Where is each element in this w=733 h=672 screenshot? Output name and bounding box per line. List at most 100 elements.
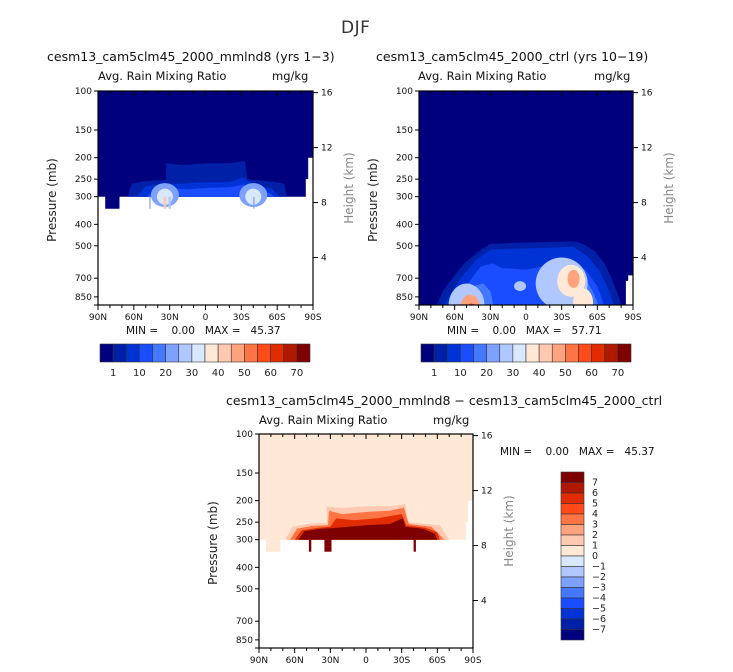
panel3-ytick-label: 200 xyxy=(236,497,253,507)
panel2-colorbar-swatch xyxy=(591,343,606,363)
panel1-ytick-label: 100 xyxy=(75,87,92,97)
panel1-colorbar-label: 70 xyxy=(291,368,304,379)
panel3-colorbar-label: −1 xyxy=(592,562,606,573)
panel3-colorbar-label: 2 xyxy=(592,530,598,541)
panel1-ytick-label: 700 xyxy=(75,274,92,284)
panel2-variable-label: Avg. Rain Mixing Ratio xyxy=(418,69,547,83)
panel2-colorbar-swatch xyxy=(525,343,540,363)
panel1-colorbar-swatch xyxy=(230,343,245,363)
panel3-colorbar-swatch xyxy=(560,503,585,515)
panel3-colorbar-swatch xyxy=(560,513,585,525)
panel1-colorbar-label: 40 xyxy=(212,368,225,379)
panel1-streak xyxy=(149,196,151,209)
panel1-max-label: MAX = xyxy=(204,325,241,337)
panel1-colorbar-swatch xyxy=(257,343,271,363)
panel2-min-label: MIN = xyxy=(447,325,480,337)
panel2-ytick-right-label: 4 xyxy=(641,254,647,264)
page-title: DJF xyxy=(341,18,371,38)
panel3-xtick-label: 30S xyxy=(393,656,410,666)
panel1-colorbar-swatch xyxy=(191,343,206,363)
panel1-streak xyxy=(168,196,171,209)
panel1-ytick-label: 250 xyxy=(75,175,92,185)
panel3-colorbar-label: 5 xyxy=(592,499,598,510)
panel2-ytick-right-label: 16 xyxy=(641,89,653,99)
panel2-min-value: 0.00 xyxy=(492,325,516,337)
panel1-min-value: 0.00 xyxy=(171,325,195,337)
panel1-xtick-label: 0 xyxy=(203,313,209,323)
panel2-colorbar-swatch xyxy=(617,343,632,363)
panel1-variable-label: Avg. Rain Mixing Ratio xyxy=(98,69,227,83)
panel2-missing xyxy=(625,275,633,305)
panel2-blob-sh-core xyxy=(567,269,580,288)
panel3-colorbar-swatch xyxy=(560,555,585,567)
panel2-colorbar-swatch xyxy=(460,343,474,363)
panel1-colorbar-swatch xyxy=(217,343,232,363)
panel3-ytick-right-label: 8 xyxy=(481,542,487,552)
panel2-colorbar-label: 50 xyxy=(559,368,572,379)
panel1-colorbar-swatch xyxy=(283,343,298,363)
panel2-max-label: MAX = xyxy=(525,325,562,337)
panel2-colorbar-swatch xyxy=(538,343,553,363)
panel2-blob-nh-mid xyxy=(460,294,480,305)
panel3-colorbar-swatch xyxy=(560,629,585,641)
panel1-xtick-label: 30N xyxy=(161,313,179,323)
panel3-max-value: 45.37 xyxy=(624,446,655,458)
panel2-ytick-label: 100 xyxy=(396,87,413,97)
panel1-ylabel-right: Height (km) xyxy=(342,152,356,223)
panel1-ytick-right-label: 8 xyxy=(321,199,327,209)
panel2-units-label: mg/kg xyxy=(594,69,631,83)
panel1-ytick-label: 400 xyxy=(75,220,92,230)
panel3-ytick-label: 300 xyxy=(236,536,253,546)
panel2-ytick-label: 200 xyxy=(396,154,413,164)
panel1-xtick-label: 60N xyxy=(125,313,143,323)
panel3-colorbar-swatch xyxy=(560,597,585,609)
panel3-ytick-right-label: 12 xyxy=(481,487,492,497)
panel2-xtick-label: 60S xyxy=(589,313,606,323)
panel3-colorbar-swatch xyxy=(560,566,585,578)
panel3-xtick-label: 60N xyxy=(286,656,304,666)
panel2-max-value: 57.71 xyxy=(571,325,602,337)
panel2-colorbar-swatch xyxy=(604,343,619,363)
panel3-colorbar-swatch xyxy=(560,492,585,504)
panel2-colorbar-swatch xyxy=(433,343,448,363)
panel3-ylabel-right: Height (km) xyxy=(502,495,516,566)
panel1-colorbar-swatch xyxy=(99,343,114,363)
panel1-minmax: MIN = 0.00 MAX = 45.37 xyxy=(126,325,281,337)
panel2-ytick-label: 700 xyxy=(396,274,413,284)
panel1-colorbar-swatch xyxy=(204,343,219,363)
panel1-colorbar-swatch xyxy=(165,343,180,363)
panel2-colorbar-label: 70 xyxy=(612,368,625,379)
panel3-ytick-label: 250 xyxy=(236,518,253,528)
panel3-colorbar-swatch xyxy=(560,534,585,546)
panel2-blob-eq xyxy=(514,281,527,292)
panel2-colorbar-swatch xyxy=(420,343,435,363)
panel2-ytick-label: 850 xyxy=(396,293,413,303)
panel3-ytick-right-label: 16 xyxy=(481,432,493,442)
panel3-xtick-label: 60S xyxy=(429,656,446,666)
panel2-colorbar-swatch xyxy=(512,343,527,363)
panel1-ytick-right-label: 12 xyxy=(321,144,332,154)
panel3-ytick-label: 150 xyxy=(236,469,253,479)
panel1-ytick-right-label: 4 xyxy=(321,254,327,264)
panel3-colorbar-swatch xyxy=(560,608,585,620)
panel2-colorbar-swatch xyxy=(486,343,501,363)
panel2-xtick-label: 0 xyxy=(523,313,529,323)
panel2-colorbar-label: 40 xyxy=(533,368,546,379)
panel1-xtick-label: 90N xyxy=(89,313,107,323)
panel3-colorbar-swatch xyxy=(560,482,585,494)
panel3-ytick-label: 400 xyxy=(236,563,253,573)
panel3-min-value: 0.00 xyxy=(545,446,569,458)
panel2-colorbar-label: 1 xyxy=(431,368,437,379)
panel2-blob-sh-low xyxy=(573,288,594,305)
panel3-streak xyxy=(308,539,312,552)
panel1-ylabel: Pressure (mb) xyxy=(45,158,59,242)
panel2-colorbar-label: 10 xyxy=(454,368,467,379)
panel1-colorbar-label: 30 xyxy=(186,368,199,379)
panel3-colorbar-label: −4 xyxy=(592,593,606,604)
panel3-streak xyxy=(413,539,416,552)
panel1-ytick-label: 200 xyxy=(75,154,92,164)
panel1-colorbar-swatch xyxy=(112,343,127,363)
panel3-ytick-label: 100 xyxy=(236,430,253,440)
panel1-colorbar-swatch xyxy=(152,343,166,363)
